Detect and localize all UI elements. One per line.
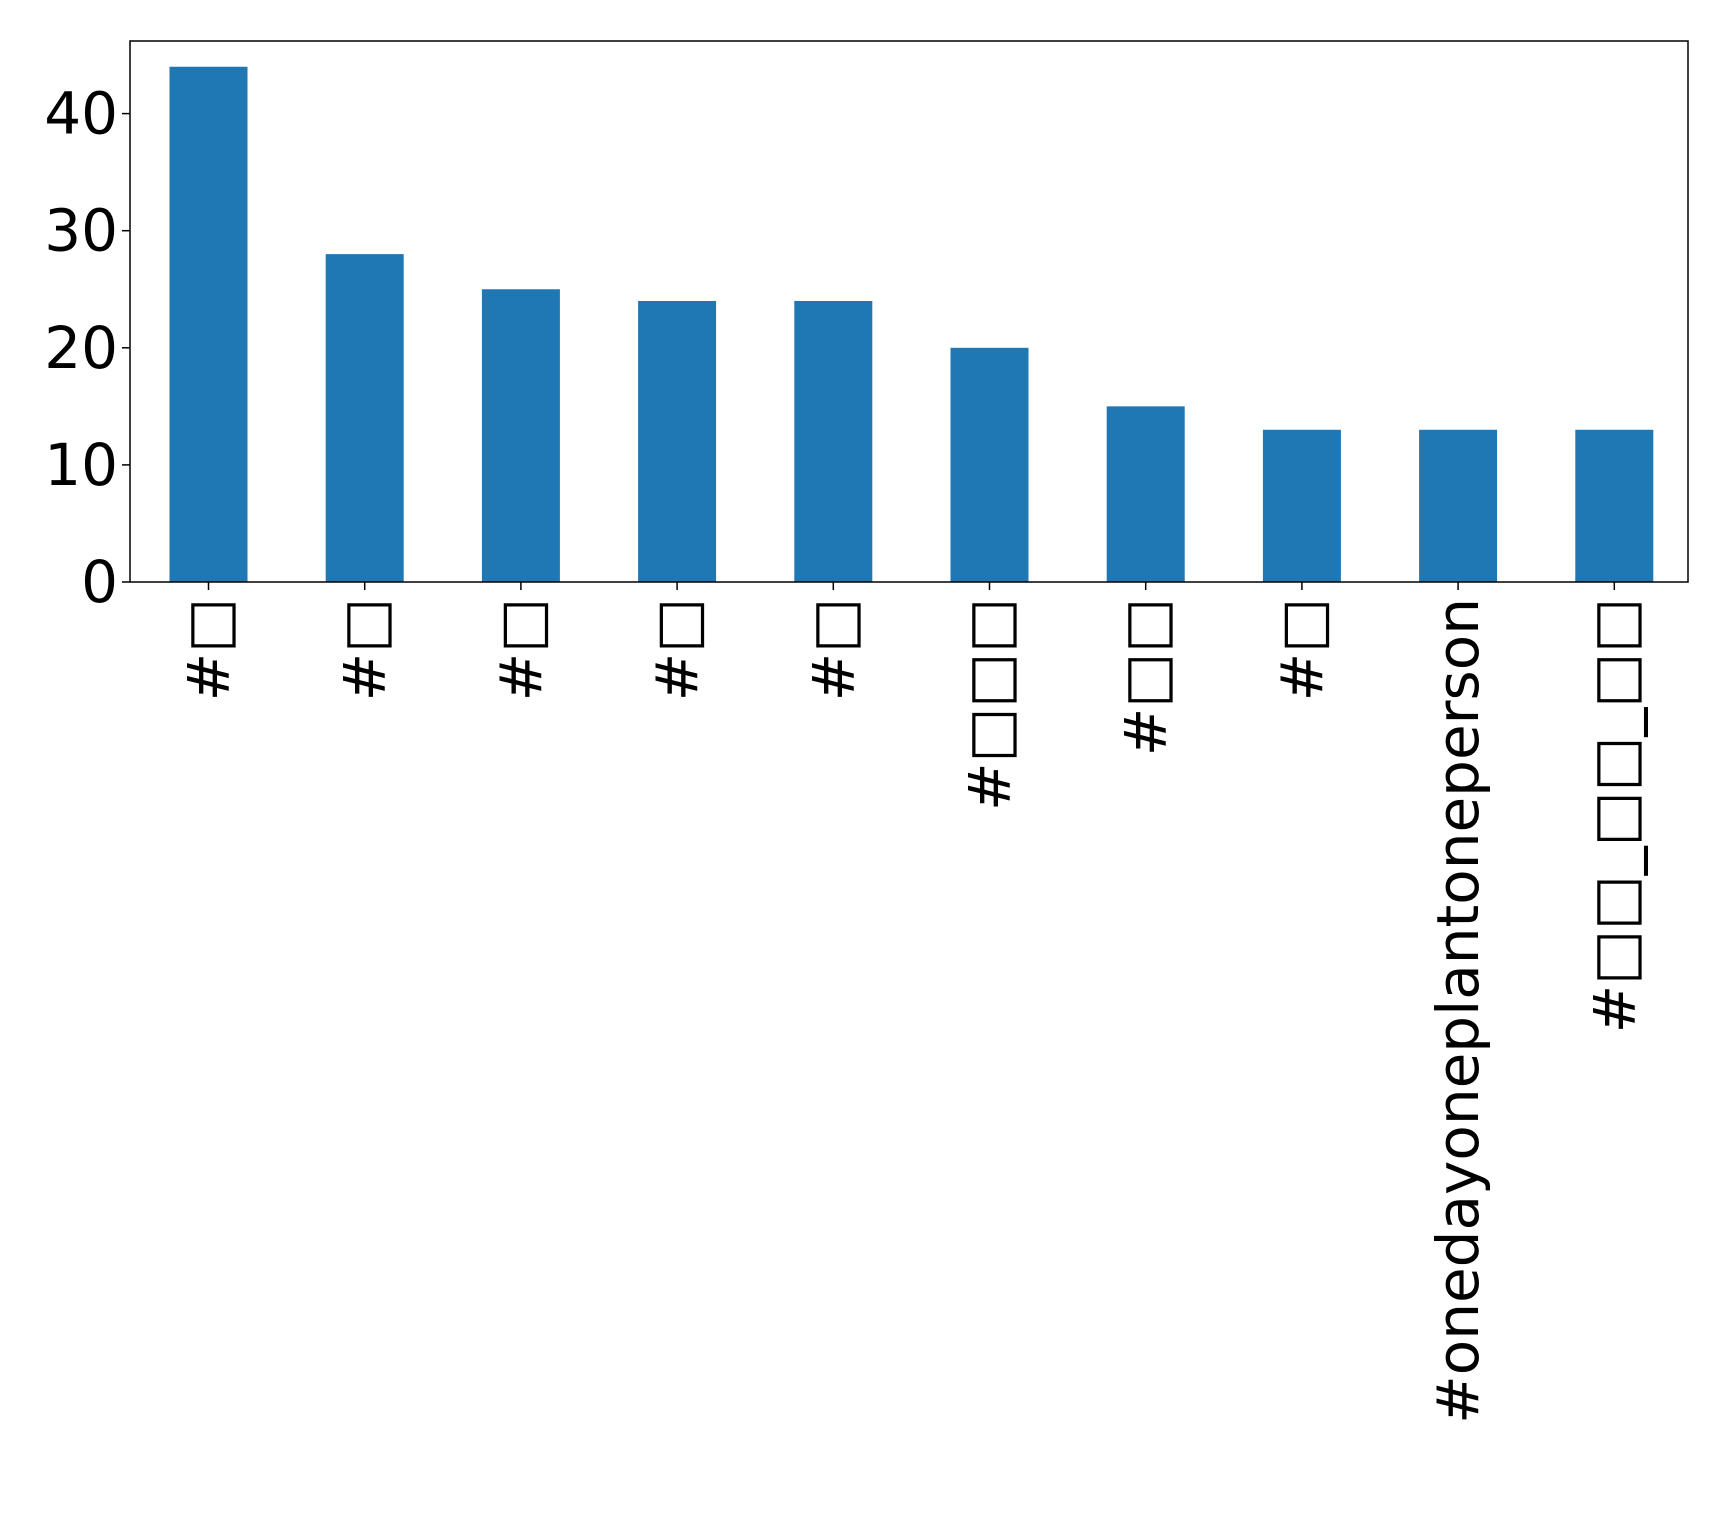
x-tick-label: #□	[643, 598, 711, 701]
x-tick-label: #□	[175, 598, 243, 701]
x-tick-label: #□□_□□_□□	[1580, 598, 1648, 1033]
bar-0	[169, 66, 248, 582]
bar-3	[638, 300, 717, 582]
y-tick-label: 10	[44, 431, 118, 499]
x-tick-label: #onedayoneplantoneperson	[1424, 598, 1492, 1424]
x-axis: #□ #□ #□ #□ #□ #□□□ #□□ #□ #onedayoneplantoneper…	[175, 582, 1648, 1424]
bar-6	[1106, 406, 1185, 582]
x-tick-label: #□□□	[956, 598, 1024, 811]
y-tick-label: 40	[44, 80, 118, 148]
y-tick-label: 0	[81, 548, 118, 616]
bars-layer	[169, 66, 1654, 582]
bar-4	[794, 300, 873, 582]
bar-9	[1575, 429, 1654, 582]
bar-8	[1419, 429, 1498, 582]
x-tick-label: #□	[799, 598, 867, 701]
bar-2	[481, 289, 560, 582]
x-tick-label: #□	[331, 598, 399, 701]
x-tick-label: #□□	[1112, 598, 1180, 756]
y-tick-label: 30	[44, 197, 118, 265]
bar-1	[325, 254, 404, 582]
x-tick-label: #□	[487, 598, 555, 701]
x-tick-label: #□	[1268, 598, 1336, 701]
bar-5	[950, 347, 1029, 582]
y-axis: 0 10 20 30 40	[44, 80, 130, 616]
bar-7	[1262, 429, 1341, 582]
plot-frame	[129, 40, 1689, 583]
y-tick-label: 20	[44, 314, 118, 382]
